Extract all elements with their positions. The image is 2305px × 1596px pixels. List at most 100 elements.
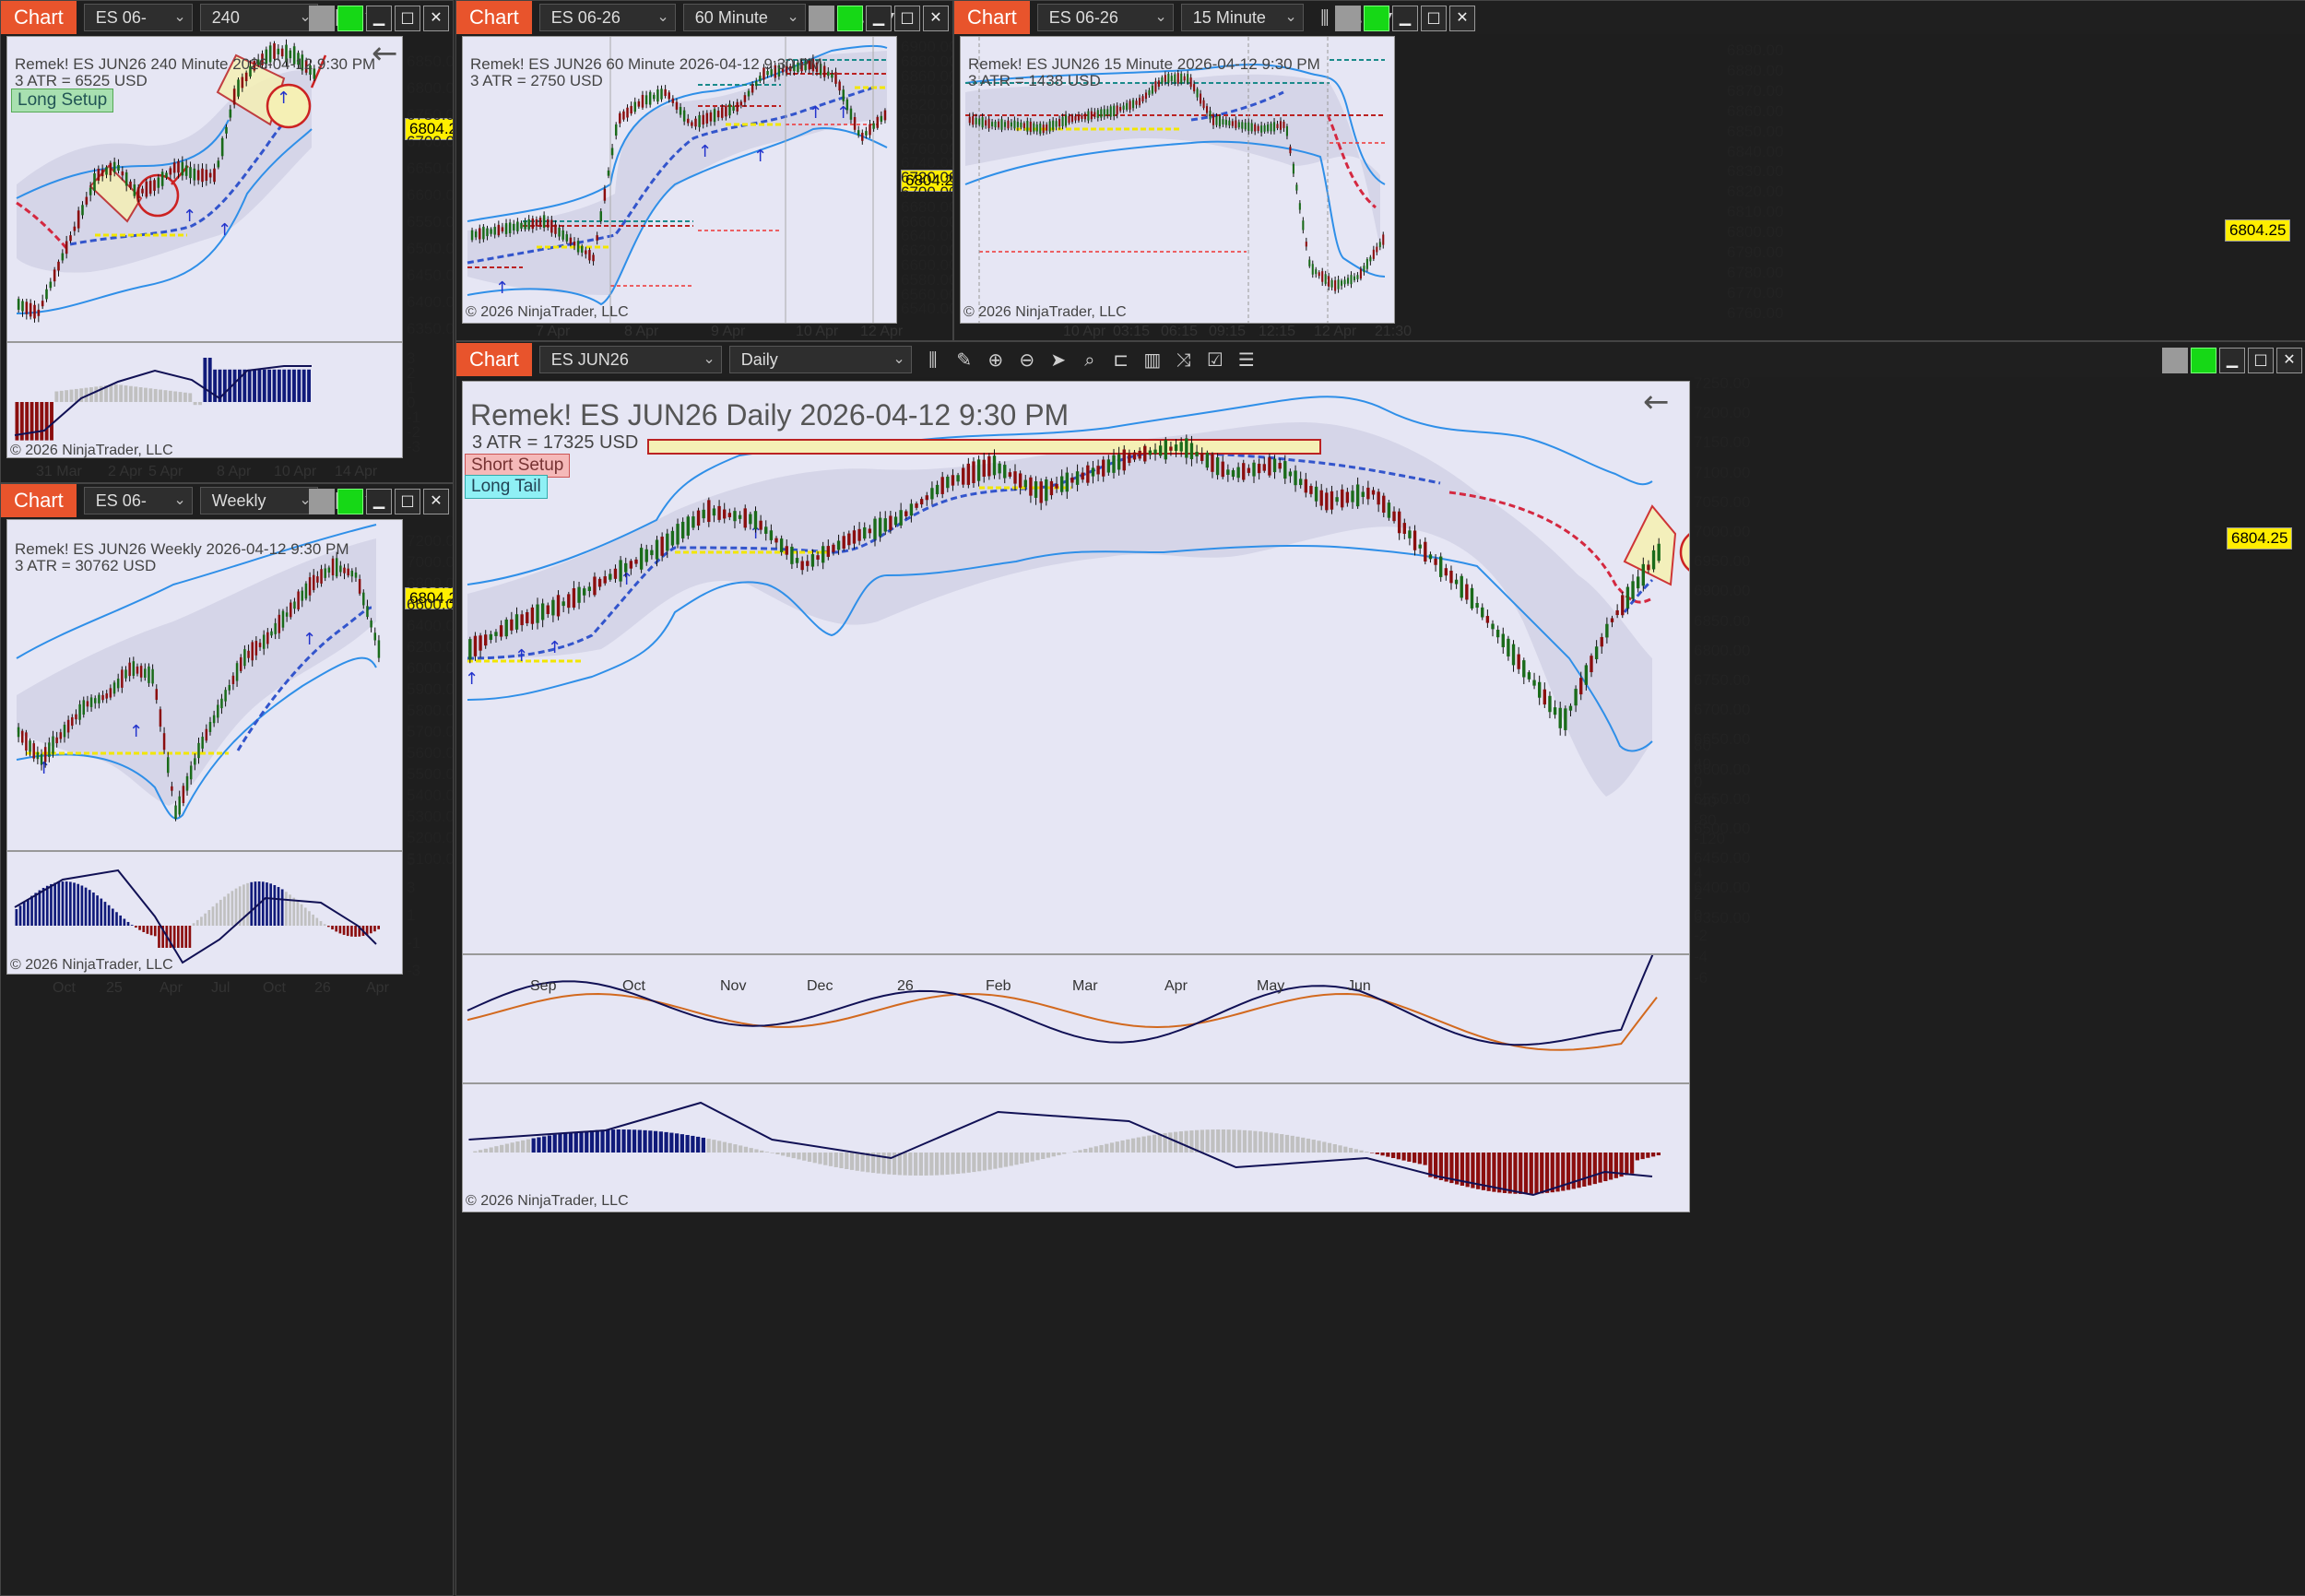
candle-body bbox=[1306, 242, 1307, 246]
sync-button[interactable] bbox=[337, 489, 363, 514]
sync-button[interactable] bbox=[337, 6, 363, 31]
interval-selector[interactable]: Daily⌄ bbox=[729, 346, 912, 373]
histogram-bar bbox=[94, 386, 98, 402]
minimize-button[interactable]: ▁ bbox=[366, 6, 392, 31]
strategies-icon[interactable]: ⤨ bbox=[1174, 349, 1194, 371]
link-button[interactable] bbox=[809, 6, 834, 31]
candle-body bbox=[124, 669, 126, 678]
candle-body bbox=[622, 112, 624, 120]
candle-body bbox=[182, 162, 184, 176]
histogram-bar bbox=[250, 882, 253, 926]
sync-button[interactable] bbox=[2191, 348, 2216, 373]
minimize-button[interactable]: ▁ bbox=[1392, 6, 1418, 31]
histogram-bar bbox=[50, 884, 53, 926]
back-arrow-icon[interactable]: ← bbox=[372, 35, 398, 72]
candle-body bbox=[975, 118, 977, 124]
price-panel[interactable]: Remek! ES JUN26 15 Minute 2026-04-12 9:3… bbox=[960, 36, 1395, 324]
zoom-out-icon[interactable]: ⊖ bbox=[1017, 349, 1037, 371]
candle-body bbox=[1206, 106, 1208, 112]
data-box-icon[interactable]: ⌕ bbox=[1080, 349, 1100, 371]
interval-selector[interactable]: 60 Minute⌄ bbox=[683, 4, 806, 31]
close-button[interactable]: ✕ bbox=[923, 6, 949, 31]
candle-body bbox=[1159, 445, 1162, 455]
histogram-bar bbox=[802, 1153, 806, 1161]
instrument-selector[interactable]: ES JUN26⌄ bbox=[539, 346, 722, 373]
minimize-button[interactable]: ▁ bbox=[2219, 348, 2245, 373]
last-price-tag: 6804.25 bbox=[2227, 527, 2292, 550]
histogram-bar bbox=[1317, 1141, 1320, 1153]
maximize-button[interactable]: □ bbox=[894, 6, 920, 31]
close-button[interactable]: ✕ bbox=[423, 489, 449, 514]
chart-tab[interactable]: Chart bbox=[954, 1, 1030, 34]
chart-tab[interactable]: Chart bbox=[1, 1, 77, 34]
oscillator-panel[interactable]: © 2026 NinjaTrader, LLC bbox=[6, 851, 403, 975]
candle-body bbox=[749, 514, 751, 525]
candle-body bbox=[1236, 467, 1239, 479]
close-button[interactable]: ✕ bbox=[2276, 348, 2302, 373]
chart-tab[interactable]: Chart bbox=[456, 343, 532, 376]
maximize-button[interactable]: □ bbox=[395, 489, 420, 514]
draw-tools-icon[interactable]: ✎ bbox=[954, 349, 975, 371]
indicators-icon[interactable]: ▥ bbox=[1142, 349, 1163, 371]
maximize-button[interactable]: □ bbox=[2248, 348, 2274, 373]
interval-selector[interactable]: 240 Minute⌄ bbox=[200, 4, 318, 31]
properties-icon[interactable]: ☑ bbox=[1205, 349, 1225, 371]
interval-selector[interactable]: Weekly⌄ bbox=[200, 487, 318, 514]
maximize-button[interactable]: □ bbox=[395, 6, 420, 31]
minimize-button[interactable]: ▁ bbox=[366, 489, 392, 514]
instrument-selector[interactable]: ES 06-26⌄ bbox=[84, 4, 193, 31]
templates-icon[interactable]: ⊏ bbox=[1111, 349, 1131, 371]
candle-body bbox=[1601, 637, 1603, 646]
back-arrow-icon[interactable]: ← bbox=[1643, 384, 1670, 420]
axis-tick-label: 7250.00 bbox=[1694, 374, 1750, 393]
sync-button[interactable] bbox=[837, 6, 863, 31]
chart-tab[interactable]: Chart bbox=[1, 484, 77, 517]
instrument-list-icon[interactable]: ☰ bbox=[1236, 349, 1257, 371]
interval-selector[interactable]: 15 Minute⌄ bbox=[1181, 4, 1304, 31]
candle-body bbox=[1273, 458, 1276, 472]
price-panel[interactable]: ↑ ↑ ↑ ↑ ↑ Remek! ES JUN26 Daily 2026-04-… bbox=[462, 381, 1690, 954]
price-panel[interactable]: ↑ ↑ ↑ Remek! ES JUN26 Weekly 2026-04-12 … bbox=[6, 519, 403, 851]
candle-body bbox=[660, 89, 662, 99]
candle-body bbox=[1263, 464, 1266, 470]
price-panel[interactable]: ↑ ↑ ↑ Remek! ES JUN26 240 Minute 2026-04… bbox=[6, 36, 403, 342]
candle-body bbox=[1171, 76, 1173, 81]
candle-body bbox=[282, 611, 284, 628]
minimize-button[interactable]: ▁ bbox=[866, 6, 892, 31]
maximize-button[interactable]: □ bbox=[1421, 6, 1447, 31]
link-button[interactable] bbox=[2162, 348, 2188, 373]
close-button[interactable]: ✕ bbox=[1449, 6, 1475, 31]
candle-body bbox=[237, 79, 240, 96]
candle-body bbox=[1543, 690, 1546, 704]
candle-body bbox=[531, 608, 534, 624]
zoom-in-icon[interactable]: ⊕ bbox=[986, 349, 1006, 371]
histogram-bar bbox=[1099, 1145, 1103, 1153]
instrument-selector[interactable]: ES 06-26⌄ bbox=[84, 487, 193, 514]
price-panel[interactable]: ↑ ↑ ↑ ↑ ↑ Remek! ES JUN26 60 Minute 2026… bbox=[462, 36, 897, 324]
oscillator-panel[interactable]: © 2026 NinjaTrader, LLC bbox=[6, 342, 403, 458]
histogram-bar bbox=[208, 358, 212, 402]
candle-body bbox=[1512, 644, 1515, 666]
bar-style-icon[interactable]: ⫼ bbox=[1315, 6, 1335, 29]
candle-body bbox=[640, 548, 643, 570]
chart-tab[interactable]: Chart bbox=[456, 1, 532, 34]
instrument-selector[interactable]: ES 06-26⌄ bbox=[1037, 4, 1174, 31]
link-button[interactable] bbox=[1335, 6, 1361, 31]
macd-panel[interactable] bbox=[462, 954, 1690, 1083]
bar-style-icon[interactable]: ⫼ bbox=[923, 349, 943, 371]
link-button[interactable] bbox=[309, 489, 335, 514]
instrument-selector[interactable]: ES 06-26⌄ bbox=[539, 4, 676, 31]
link-button[interactable] bbox=[309, 6, 335, 31]
histogram-bar bbox=[569, 1132, 573, 1153]
sync-button[interactable] bbox=[1364, 6, 1389, 31]
close-button[interactable]: ✕ bbox=[423, 6, 449, 31]
histogram-bar bbox=[1120, 1141, 1124, 1153]
candle-body bbox=[1011, 123, 1012, 127]
histogram-bar bbox=[515, 1141, 519, 1153]
candle-body bbox=[827, 546, 830, 557]
oscillator-panel[interactable]: © 2026 NinjaTrader, LLC bbox=[462, 1083, 1690, 1212]
candle-body bbox=[255, 641, 257, 656]
candle-body bbox=[796, 558, 798, 563]
axis-tick-label: 06:15 bbox=[1161, 324, 1198, 340]
pointer-icon[interactable]: ➤ bbox=[1048, 349, 1069, 371]
